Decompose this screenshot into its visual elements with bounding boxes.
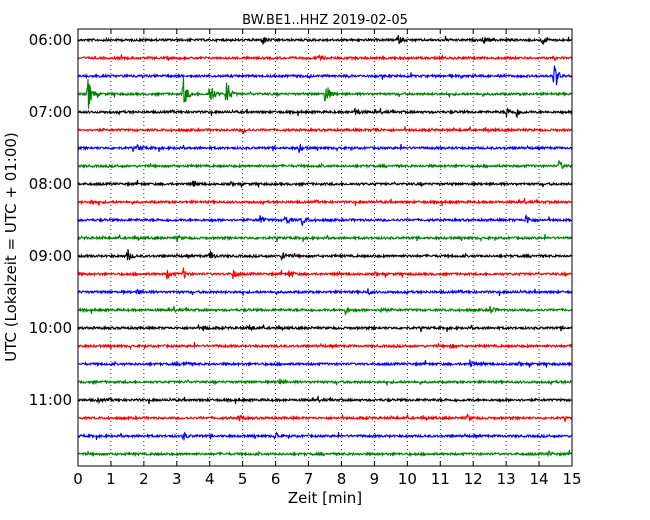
y-tick-label-06:00: 06:00 xyxy=(29,31,72,49)
x-tick-label-6: 6 xyxy=(271,470,281,488)
y-tick-label-10:00: 10:00 xyxy=(29,319,72,337)
trace-0930 xyxy=(77,288,573,297)
trace-0730 xyxy=(77,143,573,154)
x-tick-label-0: 0 xyxy=(73,470,83,488)
x-axis-label: Zeit [min] xyxy=(288,489,362,507)
gridlines xyxy=(110,29,540,466)
chart-title: BW.BE1..HHZ 2019-02-05 xyxy=(242,13,408,28)
trace-0645 xyxy=(77,76,573,109)
x-tick-label-12: 12 xyxy=(464,470,483,488)
trace-0900 xyxy=(77,249,573,262)
trace-0715 xyxy=(77,126,573,135)
trace-0615 xyxy=(77,54,573,62)
plot-frame xyxy=(77,28,573,467)
trace-0915 xyxy=(77,267,573,280)
trace-0800 xyxy=(77,179,573,188)
ticks-group: 0 1 2 3 4 5 6 7 8 9 10 11 12 13 14 1506:0007:0008:0009:… xyxy=(29,29,582,488)
trace-1015 xyxy=(77,342,573,351)
y-axis-label: UTC (Lokalzeit = UTC + 01:00) xyxy=(2,132,20,362)
x-tick-label-2: 2 xyxy=(139,470,149,488)
x-tick-label-11: 11 xyxy=(431,470,450,488)
trace-0700 xyxy=(77,106,573,119)
x-tick-label-1: 1 xyxy=(106,470,116,488)
trace-0815 xyxy=(77,198,573,207)
x-tick-label-5: 5 xyxy=(238,470,248,488)
trace-0745 xyxy=(77,160,573,170)
x-tick-label-13: 13 xyxy=(497,470,516,488)
trace-1145 xyxy=(77,449,573,458)
x-tick-label-4: 4 xyxy=(205,470,215,488)
trace-0945 xyxy=(77,305,573,316)
trace-1030 xyxy=(77,359,572,368)
y-tick-label-07:00: 07:00 xyxy=(29,103,72,121)
x-tick-label-9: 9 xyxy=(370,470,380,488)
trace-1000 xyxy=(77,324,573,333)
x-tick-label-7: 7 xyxy=(304,470,314,488)
trace-1045 xyxy=(77,378,573,387)
trace-0600 xyxy=(77,34,573,46)
y-tick-label-08:00: 08:00 xyxy=(29,175,72,193)
y-tick-label-09:00: 09:00 xyxy=(29,247,72,265)
traces-group xyxy=(77,34,573,458)
x-tick-label-10: 10 xyxy=(398,470,417,488)
trace-0830 xyxy=(77,213,573,227)
trace-0845 xyxy=(77,234,573,243)
x-tick-label-15: 15 xyxy=(562,470,581,488)
y-tick-label-11:00: 11:00 xyxy=(29,391,72,409)
trace-1130 xyxy=(77,431,573,441)
trace-1100 xyxy=(77,396,573,405)
x-tick-label-3: 3 xyxy=(172,470,182,488)
trace-1115 xyxy=(77,413,573,423)
trace-0630 xyxy=(77,65,573,86)
x-tick-label-14: 14 xyxy=(530,470,549,488)
x-tick-label-8: 8 xyxy=(337,470,347,488)
